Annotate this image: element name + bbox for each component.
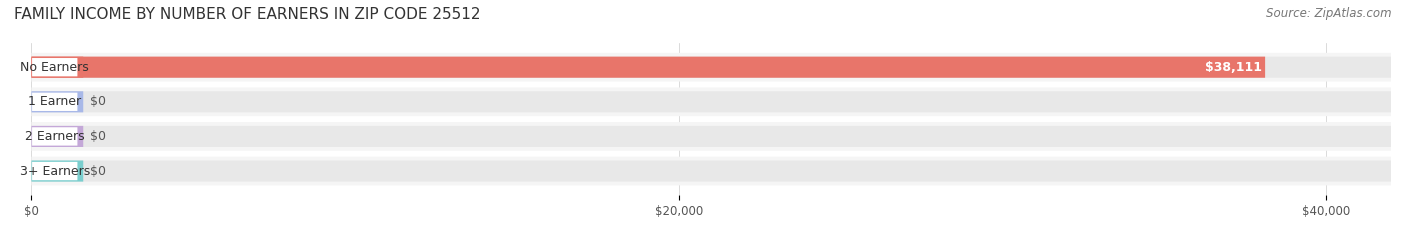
FancyBboxPatch shape bbox=[31, 161, 1391, 182]
FancyBboxPatch shape bbox=[31, 122, 1391, 151]
FancyBboxPatch shape bbox=[31, 91, 83, 112]
Text: No Earners: No Earners bbox=[20, 61, 89, 74]
FancyBboxPatch shape bbox=[31, 161, 83, 182]
FancyBboxPatch shape bbox=[32, 162, 77, 180]
Text: FAMILY INCOME BY NUMBER OF EARNERS IN ZIP CODE 25512: FAMILY INCOME BY NUMBER OF EARNERS IN ZI… bbox=[14, 7, 481, 22]
FancyBboxPatch shape bbox=[31, 126, 83, 147]
Text: Source: ZipAtlas.com: Source: ZipAtlas.com bbox=[1267, 7, 1392, 20]
Text: $0: $0 bbox=[90, 164, 105, 178]
FancyBboxPatch shape bbox=[32, 58, 77, 76]
FancyBboxPatch shape bbox=[31, 53, 1391, 82]
FancyBboxPatch shape bbox=[31, 57, 83, 78]
Text: $0: $0 bbox=[90, 130, 105, 143]
FancyBboxPatch shape bbox=[31, 57, 1265, 78]
Text: $38,111: $38,111 bbox=[1205, 61, 1261, 74]
FancyBboxPatch shape bbox=[32, 127, 77, 146]
FancyBboxPatch shape bbox=[31, 91, 1391, 112]
Text: 1 Earner: 1 Earner bbox=[28, 95, 82, 108]
FancyBboxPatch shape bbox=[31, 157, 1391, 185]
FancyBboxPatch shape bbox=[32, 93, 77, 111]
FancyBboxPatch shape bbox=[31, 126, 1391, 147]
Text: 2 Earners: 2 Earners bbox=[25, 130, 84, 143]
Text: $0: $0 bbox=[90, 95, 105, 108]
Text: 3+ Earners: 3+ Earners bbox=[20, 164, 90, 178]
FancyBboxPatch shape bbox=[31, 87, 1391, 116]
FancyBboxPatch shape bbox=[31, 57, 1391, 78]
